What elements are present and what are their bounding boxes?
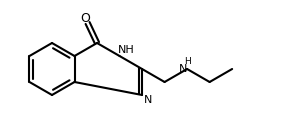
Text: N: N [179, 64, 187, 74]
Text: O: O [81, 12, 90, 25]
Text: H: H [184, 58, 191, 67]
Text: N: N [144, 95, 153, 105]
Text: NH: NH [118, 45, 134, 55]
